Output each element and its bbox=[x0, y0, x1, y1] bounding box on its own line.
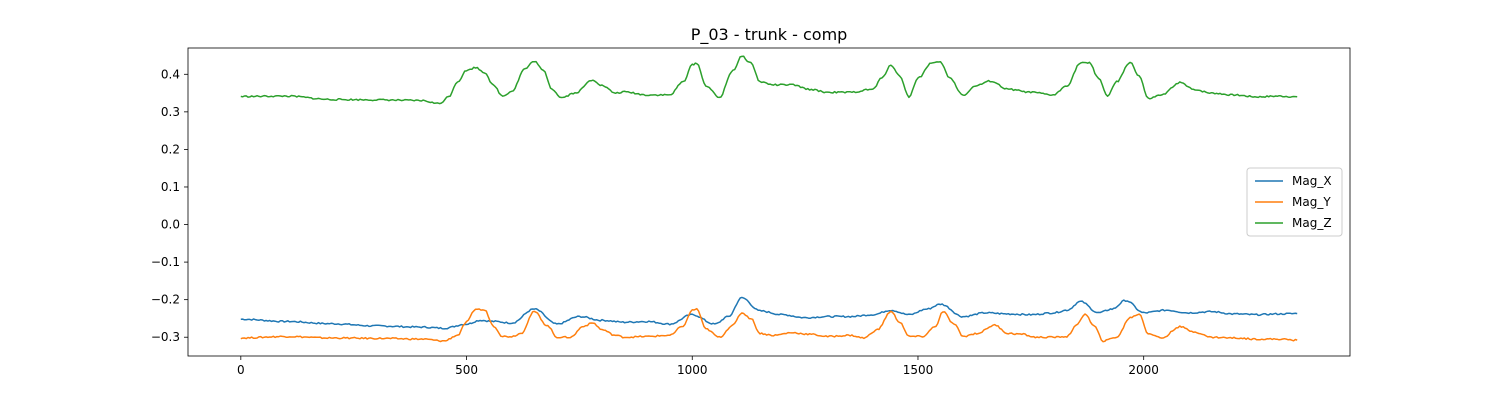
legend-label: Mag_Y bbox=[1292, 195, 1331, 209]
x-tick-label: 1500 bbox=[903, 363, 934, 377]
series-line-mag-z bbox=[240, 55, 1298, 105]
y-tick-label: 0.0 bbox=[161, 218, 180, 232]
y-tick-label: 0.1 bbox=[161, 180, 180, 194]
y-tick-label: 0.2 bbox=[161, 142, 180, 156]
y-tick-label: −0.1 bbox=[151, 255, 180, 269]
legend-label: Mag_X bbox=[1292, 174, 1332, 188]
x-tick-label: 500 bbox=[455, 363, 478, 377]
legend-box bbox=[1246, 167, 1343, 237]
x-tick-label: 0 bbox=[237, 363, 245, 377]
x-tick-label: 1000 bbox=[677, 363, 708, 377]
series-line-mag-x bbox=[240, 296, 1298, 330]
y-tick-label: −0.3 bbox=[151, 330, 180, 344]
y-tick-label: 0.4 bbox=[161, 67, 180, 81]
y-tick-label: −0.2 bbox=[151, 293, 180, 307]
series-line-mag-y bbox=[240, 307, 1298, 343]
x-tick-label: 2000 bbox=[1128, 363, 1159, 377]
y-tick-label: 0.3 bbox=[161, 105, 180, 119]
legend-label: Mag_Z bbox=[1292, 216, 1332, 230]
plot-frame bbox=[187, 47, 1351, 357]
chart-title: P_03 - trunk - comp bbox=[691, 25, 848, 45]
